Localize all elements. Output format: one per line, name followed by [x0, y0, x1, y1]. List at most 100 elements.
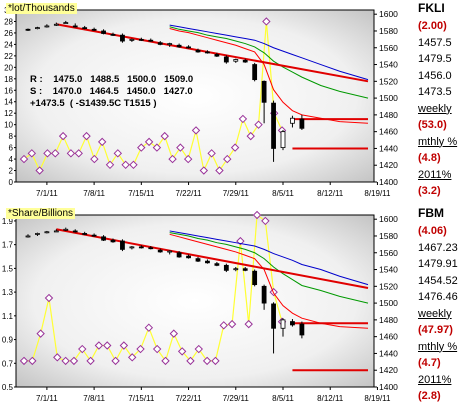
volume-marker — [44, 293, 54, 303]
side-value: mthly % — [418, 135, 458, 148]
volume-marker — [90, 154, 99, 164]
left-tick-label: 2 — [9, 167, 14, 176]
ma_mid-line — [169, 232, 369, 304]
left-tick-label: 1.9 — [2, 217, 14, 226]
level-annotation: S : 1470.0 1464.5 1450.0 1427.0 — [30, 86, 193, 97]
candle — [53, 230, 59, 233]
volume-marker — [136, 344, 145, 354]
left-tick-label: 16 — [4, 86, 13, 95]
candle — [101, 30, 106, 34]
candle — [167, 43, 173, 45]
volume-marker — [43, 149, 52, 158]
x-tick-label: 7/1/11 — [36, 394, 58, 403]
volume-marker — [168, 154, 177, 164]
volume-marker — [69, 356, 79, 366]
volume-marker — [28, 356, 37, 366]
right-tick-label: 1440 — [379, 143, 398, 153]
left-tick-label: 22 — [4, 52, 13, 61]
candle — [233, 268, 239, 271]
volume-marker — [160, 131, 169, 141]
volume-marker — [199, 166, 209, 175]
side-value: 1467.23 — [418, 241, 458, 254]
volume-marker — [169, 329, 179, 338]
candle — [101, 236, 106, 241]
candle — [280, 131, 286, 149]
right-tick-label: 1520 — [379, 281, 398, 291]
candle — [129, 38, 135, 41]
volume-marker — [74, 149, 83, 158]
right-tick-label: 1600 — [379, 9, 398, 19]
candle — [53, 23, 59, 26]
right-tick-label: 1440 — [379, 348, 398, 358]
chart-fbm: 0.5 0.7 0.9 1.1 1.3 1.5 1.7 1.9 1400 1420 1440 1460… — [2, 210, 398, 403]
volume-marker — [35, 166, 44, 175]
volume-marker — [227, 319, 237, 329]
volume-marker — [223, 154, 232, 164]
candle — [242, 59, 248, 63]
left-tick-label: 12 — [4, 109, 13, 118]
volume-marker — [230, 143, 240, 152]
candle — [271, 303, 276, 329]
side-value: 1473.5 — [418, 86, 452, 98]
candle — [63, 22, 69, 24]
left-tick-label: 18 — [4, 75, 13, 84]
volume-marker — [194, 344, 203, 354]
left-tick-label: 4 — [9, 155, 14, 164]
right-tick-label: 1600 — [379, 214, 398, 224]
candle — [223, 264, 229, 271]
volume-marker — [215, 166, 224, 175]
right-tick-label: 1500 — [379, 298, 398, 308]
x-tick-label: 8/19/11 — [364, 394, 391, 403]
volume-line — [23, 21, 283, 173]
left-tick-label: 8 — [9, 132, 14, 141]
volume-marker — [207, 149, 216, 158]
side-value: weekly — [418, 307, 452, 320]
candle — [138, 246, 144, 249]
left-tick-label: 1.7 — [2, 241, 14, 250]
volume-marker — [177, 347, 187, 356]
left-tick-label: 10 — [4, 121, 13, 130]
candle — [63, 228, 69, 231]
trend-line — [56, 23, 369, 83]
volume-marker — [238, 114, 248, 124]
candle — [167, 250, 173, 253]
candle — [148, 247, 154, 250]
candle — [261, 285, 267, 304]
candle — [195, 49, 201, 53]
volume-marker — [252, 210, 262, 220]
side-value: (4.7) — [418, 357, 441, 369]
side-value: 1456.0 — [418, 69, 452, 82]
side-value: mthly % — [418, 340, 458, 353]
right-tick-label: 1460 — [379, 332, 398, 342]
volume-marker — [36, 329, 45, 338]
x-tick-label: 7/8/11 — [83, 189, 105, 198]
right-tick-label: 1520 — [379, 76, 398, 86]
x-tick-label: 7/8/11 — [83, 394, 105, 403]
volume-marker — [127, 353, 137, 362]
side-value: 1479.5 — [418, 53, 452, 65]
candle — [72, 25, 78, 28]
candle — [35, 233, 40, 235]
volume-marker — [244, 319, 253, 329]
candle — [157, 249, 163, 253]
volume-marker — [254, 120, 263, 129]
volume-marker — [78, 344, 87, 354]
side-value: 1479.91 — [418, 258, 458, 270]
volume-marker — [144, 323, 154, 332]
volume-marker — [113, 149, 123, 158]
volume-marker — [97, 137, 107, 147]
candle — [44, 25, 50, 28]
candle — [252, 270, 258, 286]
side-panel-fbm: FBM (4.06) 1467.23 1479.91 1454.52 1476.46 wee… — [416, 205, 467, 409]
volume-axis-label: *Share/Billions — [6, 208, 76, 219]
x-tick-label: 7/22/11 — [176, 189, 203, 198]
candle — [233, 59, 239, 62]
right-tick-label: 1540 — [379, 60, 398, 70]
volume-axis-label: *lot/Thousands — [6, 3, 77, 14]
candle — [186, 46, 191, 49]
volume-marker — [152, 143, 162, 152]
volume-marker — [19, 154, 29, 164]
candle — [195, 258, 201, 262]
ma_mid-line — [169, 26, 369, 99]
chart-panel-fbm: 0.5 0.7 0.9 1.1 1.3 1.5 1.7 1.9 1400 1420 1440 1460… — [0, 205, 467, 409]
